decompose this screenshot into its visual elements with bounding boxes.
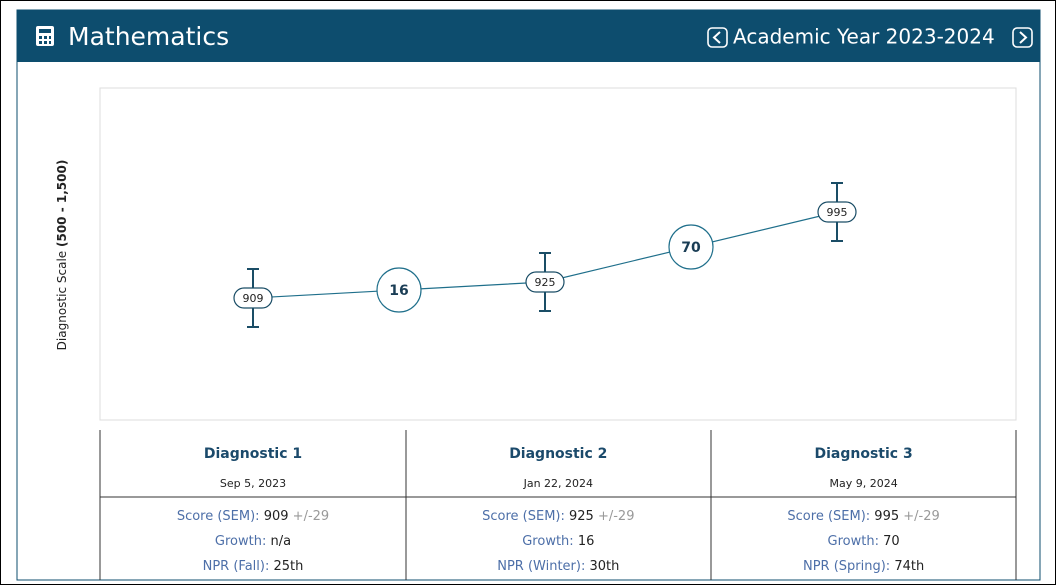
growth-row-label: Growth: xyxy=(828,534,879,549)
score-label: Score (SEM): xyxy=(482,509,565,524)
growth-row-value: n/a xyxy=(270,534,291,549)
y-axis-label-text: Diagnostic Scale xyxy=(55,251,69,350)
score-label: Score (SEM): xyxy=(177,509,260,524)
score-point-label: 909 xyxy=(243,292,264,305)
score-row: Score (SEM): 909 +/-29 xyxy=(177,509,329,524)
npr-value: 30th xyxy=(589,559,619,574)
growth-row-value: 70 xyxy=(883,534,900,549)
growth-row: Growth: n/a xyxy=(215,534,291,549)
npr-row: NPR (Winter): 30th xyxy=(497,559,619,574)
score-row: Score (SEM): 995 +/-29 xyxy=(787,509,939,524)
sem-value: +/-29 xyxy=(903,509,940,524)
score-label: Score (SEM): xyxy=(787,509,870,524)
year-label: Academic Year 2023-2024 xyxy=(733,25,995,49)
sem-value: +/-29 xyxy=(293,509,330,524)
score-point xyxy=(233,287,273,309)
growth-row-label: Growth: xyxy=(215,534,266,549)
column-date: May 9, 2024 xyxy=(829,477,897,490)
growth-circle xyxy=(376,267,422,313)
npr-label: NPR (Spring): xyxy=(803,559,890,574)
npr-row: NPR (Fall): 25th xyxy=(203,559,304,574)
npr-value: 25th xyxy=(273,559,303,574)
table xyxy=(99,430,1017,580)
growth-row: Growth: 16 xyxy=(522,534,594,549)
header-title: Mathematics xyxy=(68,22,229,51)
sem-value: +/-29 xyxy=(598,509,635,524)
score-point xyxy=(817,201,857,223)
column-date: Sep 5, 2023 xyxy=(220,477,286,490)
plot-area xyxy=(99,87,1017,421)
score-value: 995 xyxy=(874,509,899,524)
npr-label: NPR (Fall): xyxy=(203,559,270,574)
column-title: Diagnostic 1 xyxy=(204,446,302,462)
header-bar xyxy=(17,10,1040,62)
score-value: 925 xyxy=(569,509,594,524)
y-axis-label: Diagnostic Scale (500 - 1,500) xyxy=(55,160,69,351)
calculator-icon xyxy=(36,26,54,46)
growth-row-label: Growth: xyxy=(522,534,573,549)
score-point-label: 995 xyxy=(827,206,848,219)
score-value: 909 xyxy=(264,509,289,524)
growth-label: 70 xyxy=(681,240,701,256)
growth-label: 16 xyxy=(389,283,408,299)
npr-value: 74th xyxy=(894,559,924,574)
column-title: Diagnostic 3 xyxy=(814,446,912,462)
column-date: Jan 22, 2024 xyxy=(523,477,593,490)
column-title: Diagnostic 2 xyxy=(509,446,607,462)
growth-row-value: 16 xyxy=(578,534,595,549)
score-point-label: 925 xyxy=(535,276,556,289)
next-year-button[interactable] xyxy=(1012,27,1033,48)
prev-year-button[interactable] xyxy=(707,27,728,48)
npr-label: NPR (Winter): xyxy=(497,559,585,574)
growth-circle xyxy=(668,224,714,270)
growth-row: Growth: 70 xyxy=(828,534,900,549)
score-row: Score (SEM): 925 +/-29 xyxy=(482,509,634,524)
npr-row: NPR (Spring): 74th xyxy=(803,559,924,574)
score-point xyxy=(525,271,565,293)
y-axis-range: (500 - 1,500) xyxy=(55,160,69,247)
